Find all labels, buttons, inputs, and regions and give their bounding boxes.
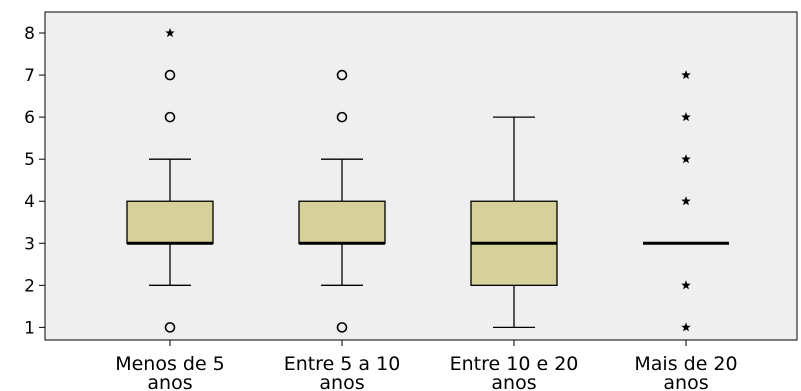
- category-label-line2: anos: [319, 372, 364, 391]
- extreme-point: [681, 196, 691, 206]
- outlier-point: [336, 69, 348, 81]
- y-tick-label: 4: [24, 192, 35, 212]
- outlier-point: [164, 111, 176, 123]
- extreme-point: [165, 28, 175, 38]
- y-tick-label: 2: [24, 276, 35, 296]
- outlier-point: [336, 111, 348, 123]
- plot-area: [44, 11, 798, 341]
- outlier-point: [336, 322, 348, 333]
- outlier-point: [164, 69, 176, 81]
- extreme-point: [681, 154, 691, 164]
- box: [126, 200, 214, 244]
- category-label-line2: anos: [491, 372, 536, 391]
- y-tick-label: 8: [24, 24, 35, 44]
- extreme-point: [681, 70, 691, 80]
- y-tick-label: 3: [24, 234, 35, 254]
- category-label: Menos de 5: [115, 353, 225, 375]
- box: [298, 200, 386, 244]
- category-label: Mais de 20: [634, 353, 737, 375]
- y-tick-label: 5: [24, 150, 35, 170]
- category-label: Entre 5 a 10: [284, 353, 401, 375]
- category-label-line2: anos: [663, 372, 708, 391]
- extreme-point: [681, 322, 691, 332]
- outlier-point: [164, 322, 176, 333]
- extreme-point: [681, 112, 691, 122]
- category-label: Entre 10 e 20: [450, 353, 579, 375]
- y-tick-label: 1: [24, 318, 35, 338]
- category-label-line2: anos: [147, 372, 192, 391]
- y-tick-label: 7: [24, 66, 35, 86]
- extreme-point: [681, 280, 691, 290]
- y-tick-label: 6: [24, 108, 35, 128]
